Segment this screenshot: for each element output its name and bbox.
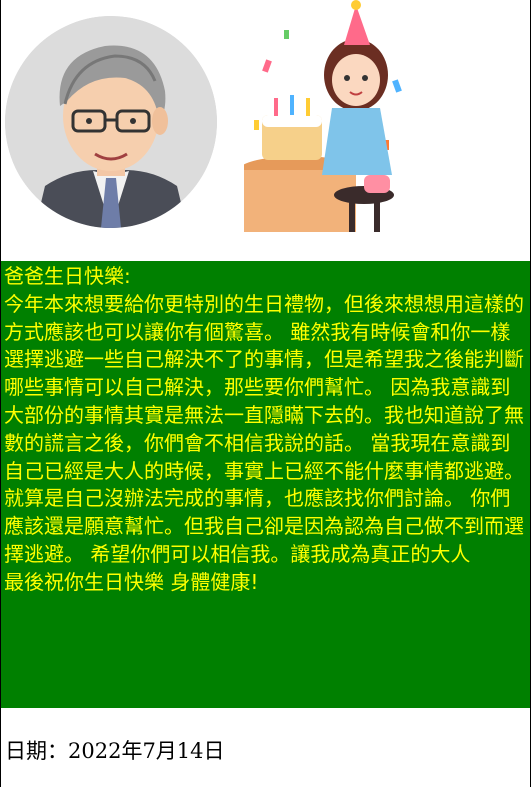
- date-text: 日期：2022年7月14日: [5, 739, 225, 763]
- image-row: [1, 0, 531, 235]
- closing-text: 最後祝你生日快樂 身體健康!: [4, 569, 259, 594]
- caricature-portrait-icon: [5, 16, 217, 228]
- message-body: 今年本來想要給你更特別的生日禮物，但後來想想用這樣的方式應該也可以讓你有個驚喜。…: [4, 291, 524, 566]
- birthday-girl-cake-icon: [244, 0, 409, 232]
- greeting-text: 爸爸生日快樂:: [4, 264, 131, 288]
- birthday-message: 爸爸生日快樂: 今年本來想要給你更特別的生日禮物，但後來想想用這樣的方式應該也可…: [1, 261, 530, 708]
